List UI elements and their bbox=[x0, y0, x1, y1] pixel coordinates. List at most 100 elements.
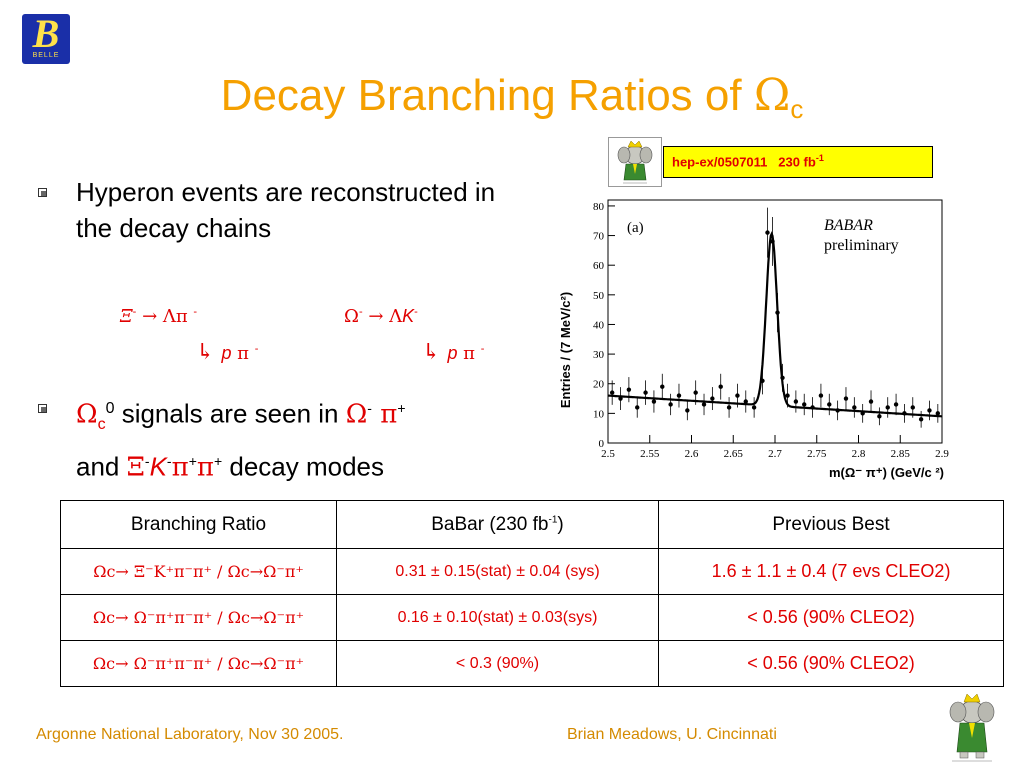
data-point bbox=[910, 405, 915, 410]
mode2-k: K bbox=[149, 451, 167, 482]
fit-curve bbox=[608, 231, 942, 418]
mode2-pi-2: π bbox=[196, 452, 214, 483]
data-point bbox=[927, 408, 932, 413]
x-tick-label: 2.65 bbox=[724, 448, 744, 460]
data-point bbox=[885, 405, 890, 410]
y-axis-label: Entries / (7 MeV/c²) bbox=[558, 292, 573, 408]
data-point bbox=[726, 405, 732, 410]
row-1-prev: 1.6 ± 1.1 ± 0.4 (7 evs CLEO2) bbox=[658, 548, 1004, 595]
data-point bbox=[793, 399, 799, 404]
lambda-p-2: p bbox=[447, 343, 458, 363]
status-label: preliminary bbox=[824, 237, 899, 254]
data-point bbox=[735, 393, 740, 398]
y-tick-label: 20 bbox=[593, 379, 605, 391]
data-point bbox=[935, 411, 941, 416]
data-point bbox=[860, 411, 865, 416]
data-point bbox=[843, 396, 849, 401]
data-point bbox=[810, 405, 815, 410]
decay-chains: Ξ- → Λπ - Ω- → ΛK- ↳ p π - ↳ p π - bbox=[120, 300, 540, 370]
data-point bbox=[718, 384, 723, 389]
bullet-list-2: Ωc0 signals are seen in Ω- π+ and Ξ-K-π+… bbox=[38, 390, 548, 486]
bullet-square-icon bbox=[38, 404, 47, 413]
mass-plot-svg: 0 10 20 30 40 50 60 70 80 2.5 2.55 2.6 2.65 2.7 2.75 2… bbox=[558, 199, 949, 480]
omega-decay: Ω- → ΛK- bbox=[344, 306, 418, 327]
data-point bbox=[893, 402, 899, 407]
header-branching-ratio: Branching Ratio bbox=[60, 500, 337, 549]
mode2-k-sup: - bbox=[166, 452, 172, 469]
data-point bbox=[852, 405, 857, 410]
experiment-label: BABAR bbox=[824, 217, 873, 234]
logo-letter: B bbox=[32, 11, 60, 56]
data-point bbox=[701, 402, 707, 407]
title-symbol: Ω bbox=[753, 70, 791, 121]
row-1-babar: 0.31 ± 0.15(stat) ± 0.04 (sys) bbox=[336, 548, 659, 595]
x-tick-label: 2.7 bbox=[768, 448, 782, 460]
bullet-item: Hyperon events are reconstructed in the … bbox=[38, 174, 548, 246]
data-point bbox=[760, 378, 765, 383]
row-2-prev: < 0.56 (90% CLEO2) bbox=[658, 594, 1004, 641]
omega-arrow: → Λ bbox=[362, 306, 403, 327]
lambda-pi-1: π bbox=[231, 343, 255, 364]
data-point bbox=[802, 402, 807, 407]
data-point bbox=[618, 396, 623, 401]
data-point bbox=[902, 411, 907, 416]
data-point bbox=[877, 414, 882, 419]
data-point bbox=[780, 375, 785, 381]
lambda-pi-sup-2: - bbox=[480, 343, 485, 355]
table-row: Ωc→ Ω⁻π⁺π⁻π⁺ / Ωc→Ω⁻π⁺ < 0.3 (90%) < 0.5… bbox=[60, 640, 1004, 687]
data-point bbox=[835, 408, 840, 413]
bullet-2-middle: signals are seen in bbox=[114, 398, 346, 429]
plot-frame bbox=[607, 199, 943, 444]
mode2-pi-1: π bbox=[171, 452, 189, 483]
lambda-p-1: p bbox=[221, 343, 232, 363]
data-point bbox=[635, 405, 640, 410]
xi-sup: - bbox=[132, 306, 137, 318]
mode2-xi-sup: - bbox=[144, 452, 150, 469]
y-tick-label: 80 bbox=[593, 201, 605, 213]
header-babar: BaBar (230 fb-1) bbox=[336, 500, 659, 549]
table-row: Ωc→ Ξ⁻K⁺π⁻π⁺ / Ωc→Ω⁻π⁺ 0.31 ± 0.15(stat)… bbox=[60, 548, 1004, 595]
y-tick-label: 50 bbox=[593, 290, 605, 302]
mode1-sup: - bbox=[367, 400, 372, 416]
lambda-pi-2: π bbox=[457, 343, 481, 364]
table-row: Ωc→ Ω⁻π⁺π⁻π⁺ / Ωc→Ω⁻π⁺ 0.16 ± 0.10(stat)… bbox=[60, 594, 1004, 641]
data-point bbox=[693, 390, 698, 395]
luminosity: 230 fb bbox=[778, 154, 816, 170]
babar-elephant-icon bbox=[940, 690, 1004, 764]
omega-sup: - bbox=[358, 306, 363, 318]
data-point bbox=[868, 399, 874, 404]
omega-c-sub: c bbox=[97, 415, 106, 433]
data-point bbox=[609, 390, 615, 395]
data-point bbox=[626, 387, 632, 392]
bullet-list: Hyperon events are reconstructed in the … bbox=[38, 174, 548, 246]
row-1-mode: Ωc→ Ξ⁻K⁺π⁻π⁺ / Ωc→Ω⁻π⁺ bbox=[60, 548, 337, 595]
mode1-pi: π bbox=[371, 399, 398, 430]
x-tick-label: 2.6 bbox=[685, 448, 699, 460]
x-tick-label: 2.75 bbox=[807, 448, 827, 460]
data-point bbox=[765, 230, 770, 235]
lambda-arrow-1: ↳ bbox=[196, 340, 222, 365]
title-sub: c bbox=[790, 94, 804, 124]
data-point bbox=[751, 405, 757, 410]
data-point bbox=[685, 408, 690, 413]
xi-arrow: → Λπ bbox=[136, 306, 194, 327]
mode1-omega: Ω bbox=[345, 399, 368, 430]
data-point bbox=[651, 399, 657, 404]
branching-ratio-table: Branching Ratio BaBar (230 fb-1) Previou… bbox=[60, 500, 1004, 687]
mode2-xi: Ξ bbox=[126, 452, 145, 483]
row-3-prev: < 0.56 (90% CLEO2) bbox=[658, 640, 1004, 687]
header-babar-close: ) bbox=[557, 513, 564, 535]
mass-plot: 0 10 20 30 40 50 60 70 80 2.5 2.55 2.6 2.65 2.7 2.75 2… bbox=[552, 190, 962, 485]
data-point bbox=[827, 402, 832, 407]
data-point bbox=[668, 402, 673, 407]
page-title: Decay Branching Ratios of Ωc bbox=[0, 70, 1024, 125]
y-tick-label: 60 bbox=[593, 260, 605, 272]
header-babar-text: BaBar (230 fb bbox=[431, 513, 549, 535]
y-tick-label: 10 bbox=[593, 408, 605, 420]
arxiv-id: hep-ex/0507011 bbox=[672, 154, 768, 170]
footer-right: Brian Meadows, U. Cincinnati bbox=[567, 726, 777, 743]
bullet-item: Ωc0 signals are seen in Ω- π+ and Ξ-K-π+… bbox=[38, 390, 548, 486]
lambda-arrow-2: ↳ bbox=[422, 340, 448, 365]
header-previous-best: Previous Best bbox=[658, 500, 1004, 549]
lambda-decay-2: ↳ p π - bbox=[422, 340, 484, 365]
